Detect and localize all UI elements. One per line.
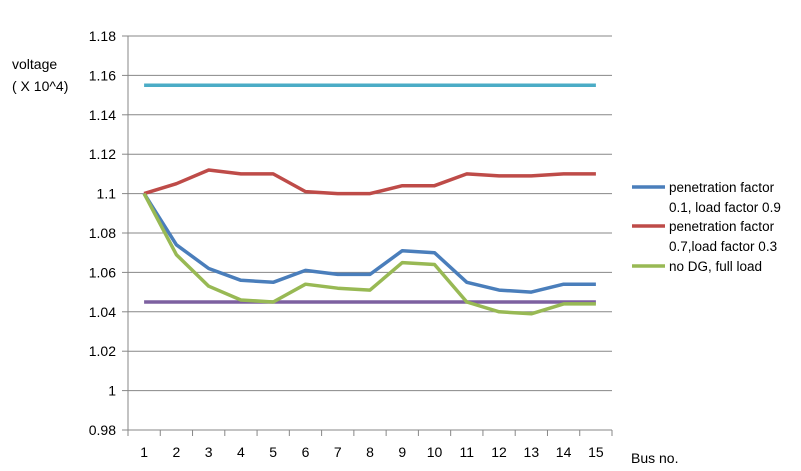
x-tick-label: 8 [366, 444, 374, 460]
y-tick-label: 1.1 [97, 186, 117, 202]
x-tick-labels: 1 2 3 4 5 6 7 8 9 10 11 12 13 14 15 [140, 444, 604, 460]
x-tick-label: 6 [302, 444, 310, 460]
x-tick-label: 15 [588, 444, 604, 460]
y-tick-labels: 0.98 1 1.02 1.04 1.06 1.08 1.1 1.12 1.14 1.16 1.18 [89, 28, 116, 438]
x-tick-label: 9 [398, 444, 406, 460]
legend-label-1: penetration factor [669, 219, 775, 234]
x-tick-label: 5 [269, 444, 277, 460]
x-tick-label: 7 [334, 444, 342, 460]
x-tick-label: 3 [205, 444, 213, 460]
legend-label-0: penetration factor [669, 180, 775, 195]
series-line-1 [143, 168, 596, 196]
x-tick-label: 2 [173, 444, 181, 460]
y-tick-label: 1.04 [89, 304, 116, 320]
grid [122, 35, 612, 431]
y-tick-label: 1.14 [89, 107, 116, 123]
series-lines [142, 83, 596, 316]
x-tick-label: 4 [237, 444, 245, 460]
y-tick-label: 1.06 [89, 264, 116, 280]
y-tick-label: 1.16 [89, 67, 116, 83]
x-tick-label: 12 [491, 444, 507, 460]
x-axis-label: Bus no. [631, 450, 678, 466]
x-tick-label: 10 [427, 444, 443, 460]
x-tick-label: 1 [140, 444, 148, 460]
x-tick-label: 14 [556, 444, 572, 460]
series-line-0 [142, 192, 596, 294]
y-axis-label-line-2: ( X 10^4) [12, 78, 68, 94]
y-tick-label: 1.02 [89, 343, 116, 359]
y-tick-label: 1.12 [89, 146, 116, 162]
y-tick-label: 1 [108, 383, 116, 399]
y-tick-label: 1.18 [89, 28, 116, 44]
x-tick-label: 11 [460, 444, 475, 460]
y-tick-label: 0.98 [89, 422, 116, 438]
y-axis-label-line-1: voltage [12, 56, 57, 72]
legend-label-0: 0.1, load factor 0.9 [669, 200, 781, 215]
series-line-2 [142, 192, 596, 316]
axes [127, 36, 613, 436]
y-tick-label: 1.08 [89, 225, 116, 241]
legend-label-2: no DG, full load [669, 259, 762, 274]
legend-label-1: 0.7,load factor 0.3 [669, 239, 777, 254]
x-tick-label: 13 [524, 444, 540, 460]
legend: penetration factor 0.1, load factor 0.9 pe… [632, 180, 781, 274]
